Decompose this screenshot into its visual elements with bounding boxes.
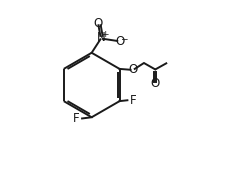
Text: O: O xyxy=(150,77,159,90)
Text: F: F xyxy=(129,94,136,107)
Text: F: F xyxy=(73,112,79,125)
Text: O: O xyxy=(128,63,137,76)
Text: N: N xyxy=(97,32,105,44)
Text: −: − xyxy=(119,34,127,43)
Text: O: O xyxy=(114,35,124,48)
Text: O: O xyxy=(93,17,102,30)
Text: +: + xyxy=(101,30,108,39)
